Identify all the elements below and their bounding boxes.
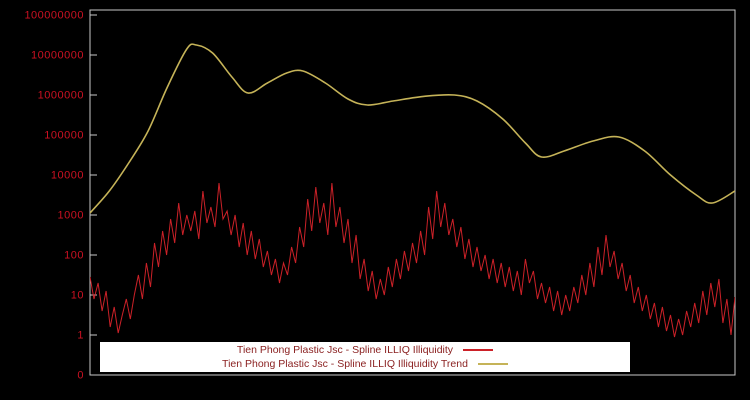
y-tick-label: 1000 — [58, 210, 84, 222]
legend-line-swatch-illiquidity — [463, 349, 494, 351]
legend-label-illiquidity: Tien Phong Plastic Jsc - Spline ILLIQ Il… — [236, 344, 454, 356]
legend-line-swatch-trend — [477, 363, 508, 365]
legend: Tien Phong Plastic Jsc - Spline ILLIQ Il… — [100, 342, 630, 372]
y-tick-label: 1000000 — [38, 90, 84, 102]
y-tick-label: 100 — [64, 250, 84, 262]
legend-item-trend: Tien Phong Plastic Jsc - Spline ILLIQ Il… — [100, 357, 630, 371]
y-tick-label: 10000 — [51, 170, 84, 182]
series-path-illiquidity — [90, 182, 735, 338]
y-tick-label: 1 — [77, 330, 84, 342]
y-tick-label: 100000 — [44, 130, 84, 142]
y-tick-label: 100000000 — [24, 10, 84, 22]
y-tick-label: 10 — [71, 290, 84, 302]
y-tick-label: 0 — [77, 370, 84, 382]
y-tick-label: 10000000 — [31, 50, 84, 62]
legend-item-illiquidity: Tien Phong Plastic Jsc - Spline ILLIQ Il… — [100, 343, 630, 357]
series-path-trend — [90, 43, 735, 214]
legend-label-trend: Tien Phong Plastic Jsc - Spline ILLIQ Il… — [222, 358, 468, 370]
plot-frame — [89, 9, 736, 376]
